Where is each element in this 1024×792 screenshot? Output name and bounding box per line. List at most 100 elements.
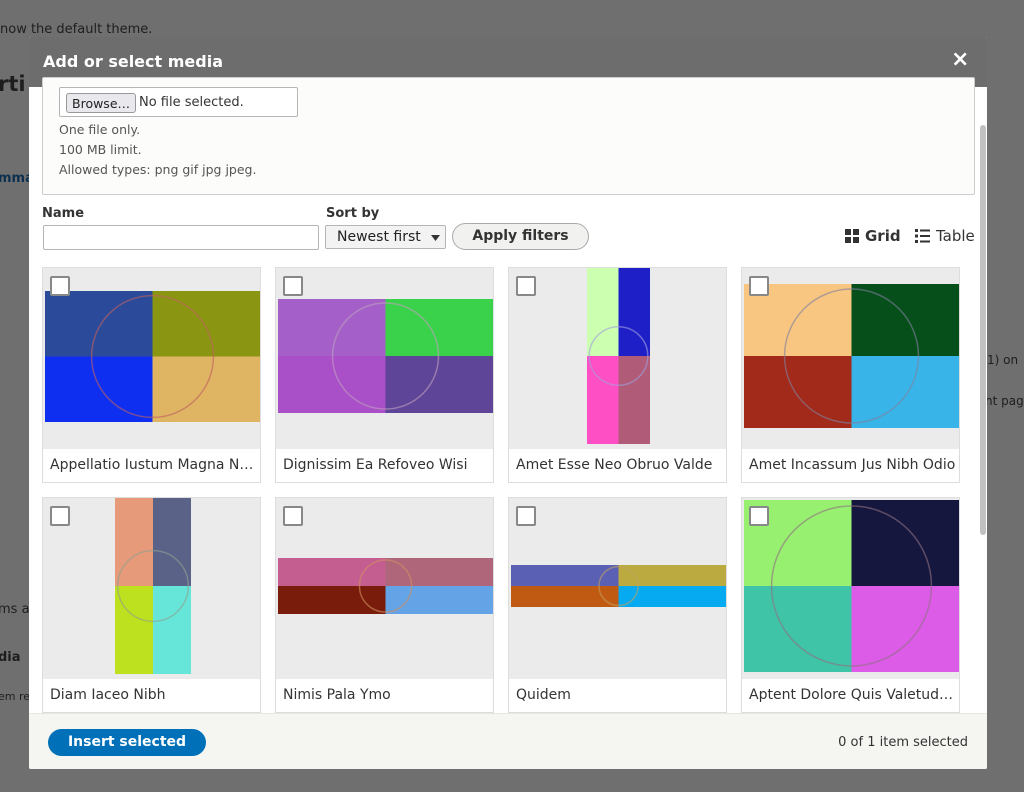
- thumb-block: [851, 500, 959, 586]
- media-thumbnail: [742, 268, 959, 449]
- media-thumbnail: [509, 268, 726, 449]
- media-name: Aptent Dolore Quis Valetud…: [749, 687, 954, 703]
- apply-filters-button[interactable]: Apply filters: [452, 223, 589, 250]
- media-thumbnail: [742, 498, 959, 679]
- thumb-circle: [588, 325, 649, 387]
- thumb-block: [851, 284, 959, 356]
- select-checkbox[interactable]: [516, 276, 536, 296]
- bg-text: rti: [0, 72, 26, 96]
- select-checkbox[interactable]: [283, 276, 303, 296]
- thumb-block: [587, 356, 619, 444]
- upload-note: Allowed types: png gif jpg jpeg.: [59, 162, 257, 177]
- media-name: Appellatio Iustum Magna N…: [50, 457, 254, 473]
- insert-selected-button[interactable]: Insert selected: [48, 729, 206, 756]
- thumb-block: [278, 558, 386, 586]
- thumb-block: [45, 356, 153, 422]
- grid-view-link[interactable]: Grid: [865, 227, 901, 245]
- thumb-block: [618, 268, 650, 356]
- thumb-block: [385, 356, 493, 413]
- file-input[interactable]: Browse… No file selected.: [59, 87, 298, 117]
- thumb-block: [278, 586, 386, 614]
- thumb-circle: [116, 549, 190, 623]
- thumb-block: [278, 356, 386, 413]
- media-card[interactable]: Appellatio Iustum Magna N…: [42, 267, 261, 483]
- thumb-block: [851, 586, 959, 672]
- thumb-block: [152, 356, 260, 422]
- sort-value: Newest first: [337, 229, 421, 245]
- media-name: Quidem: [516, 687, 571, 703]
- grid-icon: [845, 229, 859, 243]
- browse-button[interactable]: Browse…: [66, 93, 137, 113]
- thumb-block: [385, 299, 493, 356]
- media-card[interactable]: Diam Iaceo Nibh: [42, 497, 261, 713]
- thumb-block: [744, 284, 852, 356]
- thumb-block: [511, 586, 619, 607]
- file-status: No file selected.: [139, 95, 244, 110]
- media-card[interactable]: Amet Esse Neo Obruo Valde: [508, 267, 727, 483]
- thumb-block: [385, 558, 493, 586]
- thumb-block: [618, 586, 726, 607]
- media-name: Dignissim Ea Refoveo Wisi: [283, 457, 468, 473]
- media-card[interactable]: Quidem: [508, 497, 727, 713]
- select-checkbox[interactable]: [50, 276, 70, 296]
- thumb-circle: [783, 288, 920, 424]
- media-name: Nimis Pala Ymo: [283, 687, 391, 703]
- thumb-circle: [598, 565, 639, 607]
- dropdown-arrow: [431, 235, 440, 241]
- media-card[interactable]: Aptent Dolore Quis Valetud…: [741, 497, 960, 713]
- thumb-block: [385, 586, 493, 614]
- media-card[interactable]: Nimis Pala Ymo: [275, 497, 494, 713]
- media-thumbnail: [276, 498, 493, 679]
- table-view-link[interactable]: Table: [936, 227, 975, 245]
- bg-text: em re: [0, 690, 31, 703]
- media-dialog: Add or select media × Browse… No file se…: [29, 37, 987, 769]
- bg-text: now the default theme.: [0, 22, 153, 37]
- sort-label: Sort by: [326, 206, 380, 221]
- select-checkbox[interactable]: [50, 506, 70, 526]
- media-thumbnail: [43, 268, 260, 449]
- media-thumbnail: [509, 498, 726, 679]
- thumb-block: [744, 586, 852, 672]
- select-checkbox[interactable]: [749, 276, 769, 296]
- table-icon: [915, 229, 930, 243]
- close-button[interactable]: ×: [951, 47, 970, 72]
- thumb-block: [618, 356, 650, 444]
- thumb-block: [744, 356, 852, 428]
- media-card[interactable]: Amet Incassum Jus Nibh Odio: [741, 267, 960, 483]
- thumb-block: [587, 268, 619, 356]
- sort-select[interactable]: Newest first: [325, 225, 446, 249]
- bg-text: mma: [0, 171, 34, 186]
- name-input[interactable]: [43, 225, 319, 250]
- media-thumbnail: [43, 498, 260, 679]
- scrollbar: [980, 125, 986, 535]
- footer: Insert selected 0 of 1 item selected: [29, 713, 987, 769]
- bg-text: nt page: [985, 394, 1024, 408]
- thumb-circle: [331, 302, 440, 410]
- select-checkbox[interactable]: [516, 506, 536, 526]
- media-thumbnail: [276, 268, 493, 449]
- thumb-block: [511, 565, 619, 586]
- thumb-block: [851, 356, 959, 428]
- select-checkbox[interactable]: [283, 506, 303, 526]
- bg-text: ms a: [0, 602, 30, 617]
- upload-note: One file only.: [59, 122, 141, 137]
- dialog-title: Add or select media: [43, 52, 223, 71]
- media-name: Amet Esse Neo Obruo Valde: [516, 457, 713, 473]
- selection-status: 0 of 1 item selected: [838, 735, 968, 750]
- thumb-block: [152, 291, 260, 357]
- upload-area: Browse… No file selected. One file only.…: [42, 77, 975, 195]
- media-name: Diam Iaceo Nibh: [50, 687, 166, 703]
- media-card[interactable]: Dignissim Ea Refoveo Wisi: [275, 267, 494, 483]
- thumb-circle: [358, 559, 413, 613]
- bg-text: dia: [0, 650, 21, 665]
- bg-text: 1) on: [987, 353, 1019, 367]
- select-checkbox[interactable]: [749, 506, 769, 526]
- thumb-block: [278, 299, 386, 356]
- thumb-block: [45, 291, 153, 357]
- media-name: Amet Incassum Jus Nibh Odio: [749, 457, 956, 473]
- thumb-circle: [770, 505, 933, 667]
- thumb-circle: [90, 294, 215, 419]
- name-label: Name: [42, 206, 85, 221]
- upload-note: 100 MB limit.: [59, 142, 142, 157]
